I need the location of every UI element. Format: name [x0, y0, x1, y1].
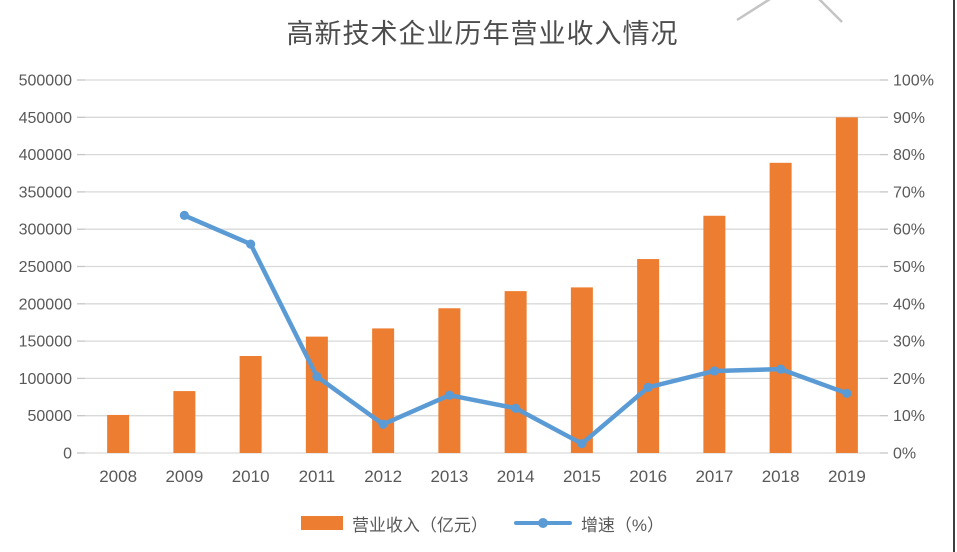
x-axis-label-2011: 2011	[299, 467, 336, 486]
right-axis-label: 60%	[893, 222, 925, 239]
right-axis-label: 90%	[893, 110, 925, 127]
bar-2014	[504, 291, 527, 453]
x-axis-label-2013: 2013	[430, 467, 468, 486]
bar-2017	[703, 215, 726, 453]
x-axis-label-2009: 2009	[165, 467, 203, 486]
legend-item-growth: 增速（%）	[513, 511, 665, 536]
bar-2009	[173, 391, 196, 453]
right-axis-label: 30%	[893, 334, 925, 351]
left-axis-label: 250000	[19, 259, 72, 276]
x-axis-label-2017: 2017	[695, 467, 733, 486]
growth-swatch-icon	[513, 516, 572, 530]
growth-point-2009	[179, 210, 189, 220]
legend-growth-label: 增速（%）	[580, 515, 665, 535]
growth-point-2012	[378, 419, 388, 429]
right-axis-label: 80%	[893, 147, 925, 164]
right-axis-label: 0%	[893, 446, 916, 463]
clipped-line-decoration	[736, 0, 843, 23]
growth-point-2019	[842, 388, 852, 398]
bar-2008	[107, 414, 130, 453]
bar-2010	[239, 356, 262, 453]
left-axis-label: 150000	[19, 334, 72, 351]
left-axis-label: 350000	[19, 184, 72, 201]
bar-2016	[637, 259, 660, 453]
left-axis-label: 450000	[19, 110, 72, 127]
right-axis-label: 40%	[893, 296, 925, 313]
growth-point-2013	[444, 390, 454, 400]
right-axis-label: 50%	[893, 259, 925, 276]
left-axis-label: 200000	[19, 296, 72, 313]
left-axis-label: 500000	[19, 73, 72, 90]
growth-point-2017	[709, 366, 719, 376]
x-axis-label-2016: 2016	[629, 467, 667, 486]
left-axis-label: 0	[63, 446, 72, 463]
growth-point-2015	[577, 439, 587, 449]
bar-2018	[769, 162, 792, 453]
left-axis-label: 100000	[19, 371, 72, 388]
x-axis-label-2012: 2012	[364, 467, 402, 486]
growth-point-2016	[643, 382, 653, 392]
left-axis-label: 300000	[19, 222, 72, 239]
right-axis-label: 100%	[893, 73, 934, 90]
x-axis-label-2008: 2008	[99, 467, 137, 486]
right-axis-label: 70%	[893, 184, 925, 201]
growth-point-2011	[312, 371, 322, 382]
x-axis-label-2018: 2018	[762, 467, 800, 486]
growth-point-2010	[246, 239, 256, 249]
x-axis-label-2015: 2015	[563, 467, 601, 486]
bar-2019	[835, 117, 858, 454]
window-right-border	[953, 0, 955, 552]
bar-2012	[372, 328, 395, 453]
growth-point-2018	[776, 364, 786, 374]
x-axis-label-2014: 2014	[497, 467, 535, 486]
x-axis-label-2019: 2019	[828, 467, 866, 486]
growth-point-2014	[511, 403, 521, 413]
bar-2013	[438, 308, 461, 453]
x-axis-label-2010: 2010	[232, 467, 270, 486]
legend-revenue-label: 营业收入（亿元）	[351, 515, 488, 535]
chart-title: 高新技术企业历年营业收入情况	[286, 19, 679, 49]
left-axis-label: 50000	[28, 408, 73, 425]
revenue-swatch-icon	[300, 516, 343, 530]
chart-legend: 营业收入（亿元） 增速（%）	[85, 507, 880, 539]
bar-2011	[305, 336, 328, 453]
right-axis-label: 10%	[893, 408, 925, 425]
left-axis-label: 400000	[19, 147, 72, 164]
right-axis-label: 20%	[893, 371, 925, 388]
bar-2015	[570, 287, 593, 453]
legend-item-revenue: 营业收入（亿元）	[300, 511, 488, 536]
